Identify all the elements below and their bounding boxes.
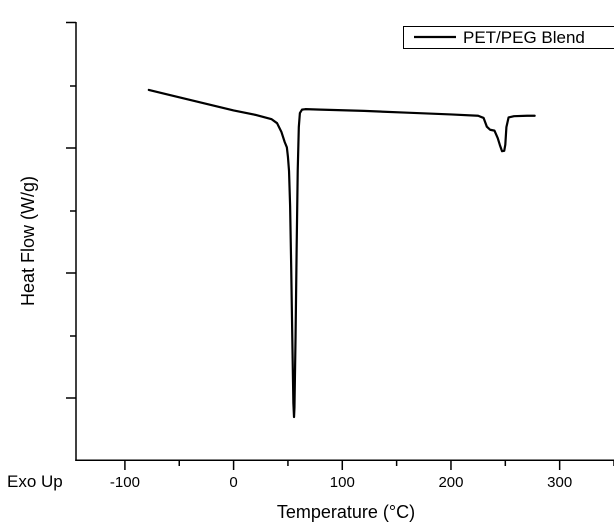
y-ticks	[66, 21, 76, 399]
x-tick-label: -100	[110, 474, 140, 491]
x-axis-title: Temperature (°C)	[277, 502, 415, 522]
exo-up-label: Exo Up	[7, 472, 63, 491]
x-tick-label: 0	[229, 474, 237, 491]
legend-box	[403, 26, 614, 49]
series-line-pet-peg-blend	[147, 88, 536, 419]
x-tick-labels: -100 0 100 200 300	[110, 474, 572, 491]
legend: PET/PEG Blend	[403, 26, 614, 49]
x-tick-label: 200	[438, 474, 463, 491]
x-tick-label: 300	[547, 474, 572, 491]
x-tick-label: 100	[330, 474, 355, 491]
x-ticks	[124, 460, 614, 470]
legend-label: PET/PEG Blend	[463, 28, 585, 47]
y-axis-title: Heat Flow (W/g)	[18, 176, 38, 306]
